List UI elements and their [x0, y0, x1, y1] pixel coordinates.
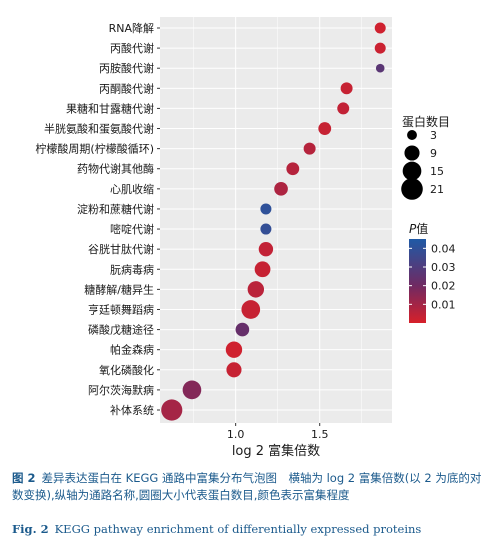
size-legend-circle	[404, 145, 420, 161]
data-point	[226, 362, 242, 378]
size-legend-label: 15	[430, 165, 444, 178]
data-points	[161, 22, 386, 421]
data-point	[374, 22, 386, 34]
x-axis-title: log 2 富集倍数	[232, 443, 320, 459]
y-tick-label: 柠檬酸周期(柠檬酸循环)	[35, 142, 154, 156]
size-legend-label: 21	[430, 183, 444, 196]
size-legend-circle	[401, 178, 423, 200]
data-point	[286, 162, 300, 176]
caption-label-en: Fig. 2	[12, 522, 49, 536]
color-tick-label: 0.02	[431, 280, 456, 293]
caption-text-cn: 差异表达蛋白在 KEGG 通路中富集分布气泡图 横轴为 log 2 富集倍数(以…	[12, 471, 482, 502]
y-tick-label: 阿尔茨海默病	[88, 383, 154, 397]
data-point	[258, 241, 274, 257]
data-point	[161, 399, 183, 421]
y-tick-label: 氧化磷酸化	[99, 363, 154, 377]
data-point	[254, 261, 271, 278]
size-legend-label: 3	[430, 129, 437, 142]
data-point	[274, 182, 288, 196]
caption-text-en: KEGG pathway enrichment of differentiall…	[54, 522, 422, 536]
y-tick-label: 心肌收缩	[110, 182, 154, 196]
size-legend-title: 蛋白数目	[402, 114, 450, 129]
y-tick-label: 亨廷顿舞蹈病	[88, 302, 154, 316]
data-point	[375, 63, 385, 73]
data-point	[235, 322, 250, 337]
y-tick-label: 丙酮酸代谢	[99, 81, 154, 95]
size-legend: 蛋白数目 3 9 15 21	[401, 114, 450, 200]
data-point	[247, 281, 265, 298]
color-bar	[409, 239, 426, 323]
size-legend-circle	[402, 161, 422, 181]
x-tick-label: 1.0	[227, 428, 245, 441]
data-point	[260, 223, 272, 235]
data-point	[318, 122, 332, 135]
data-point	[340, 82, 353, 95]
grid-lines	[160, 17, 392, 423]
size-legend-circle	[407, 130, 417, 140]
y-tick-label: 帕金森病	[110, 343, 154, 357]
data-point	[225, 341, 243, 358]
color-legend-title: P值	[409, 221, 428, 236]
color-tick-label: 0.03	[431, 261, 456, 274]
color-legend: P值 0.04 0.03 0.02 0.01	[409, 221, 456, 323]
color-tick-label: 0.04	[431, 242, 456, 255]
size-legend-label: 9	[430, 147, 437, 160]
data-point	[241, 300, 261, 319]
p-letter: P	[409, 222, 417, 236]
data-point	[303, 142, 316, 155]
y-tick-label: 磷酸戊糖途径	[88, 323, 154, 337]
bubble-chart: RNA降解丙酸代谢丙胺酸代谢丙酮酸代谢果糖和甘露糖代谢半胱氨酸和蛋氨酸代谢柠檬酸…	[35, 17, 456, 459]
y-tick-label: 朊病毒病	[110, 262, 154, 276]
figure-caption-cn: 图 2 差异表达蛋白在 KEGG 通路中富集分布气泡图 横轴为 log 2 富集倍…	[12, 470, 486, 504]
x-tick-label: 1.5	[311, 428, 329, 441]
y-tick-label: 果糖和甘露糖代谢	[66, 101, 154, 115]
data-point	[182, 380, 202, 400]
y-tick-label: 淀粉和蔗糖代谢	[77, 202, 154, 216]
y-tick-label: 嘧啶代谢	[110, 222, 154, 236]
data-point	[337, 102, 350, 115]
figure-caption-en: Fig. 2 KEGG pathway enrichment of differe…	[12, 521, 486, 538]
y-tick-label: 丙胺酸代谢	[99, 61, 154, 75]
y-tick-label: 丙酸代谢	[110, 41, 154, 55]
color-bar-ticks: 0.04 0.03 0.02 0.01	[409, 242, 456, 311]
y-tick-label: 补体系统	[110, 403, 154, 417]
data-point	[260, 203, 272, 215]
caption-label-cn: 图 2	[12, 471, 36, 485]
y-tick-label: 谷胱甘肽代谢	[88, 242, 154, 256]
y-axis-labels: RNA降解丙酸代谢丙胺酸代谢丙酮酸代谢果糖和甘露糖代谢半胱氨酸和蛋氨酸代谢柠檬酸…	[35, 21, 160, 417]
x-axis-ticks: 1.0 1.5	[227, 423, 329, 441]
data-point	[374, 42, 386, 54]
y-tick-label: 药物代谢其他酶	[77, 162, 154, 176]
y-tick-label: 半胱氨酸和蛋氨酸代谢	[44, 122, 154, 136]
plot-panel	[160, 17, 392, 423]
color-tick-label: 0.01	[431, 298, 456, 311]
y-tick-label: 糖酵解/糖异生	[84, 282, 154, 296]
y-tick-label: RNA降解	[109, 21, 154, 35]
p-suffix: 值	[416, 221, 428, 236]
